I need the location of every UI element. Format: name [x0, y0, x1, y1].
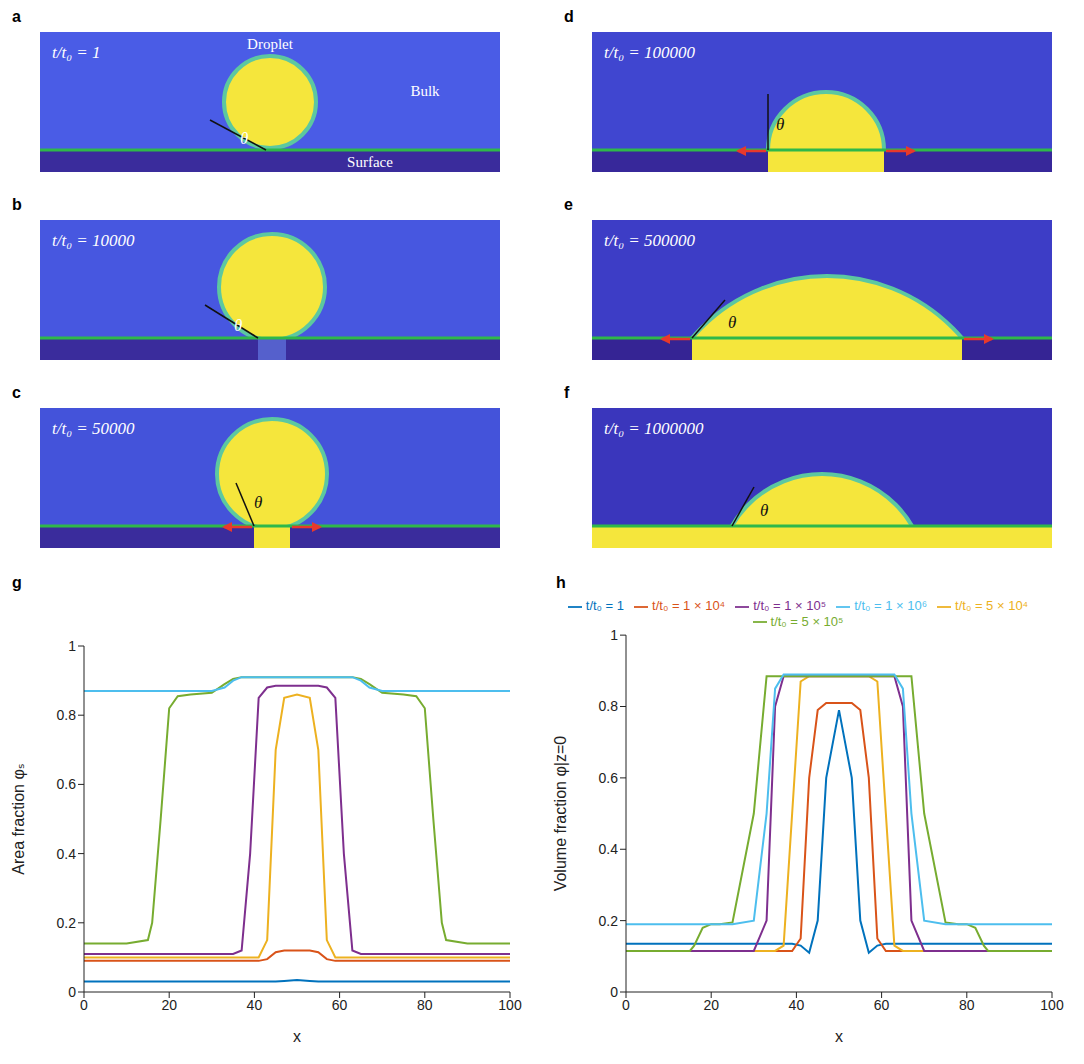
svg-text:100: 100: [498, 997, 522, 1013]
svg-text:t/t₀ = 500000: t/t₀ = 500000: [604, 231, 696, 250]
svg-text:θ: θ: [254, 493, 262, 512]
html-text:t/t₀ = 1 × 10⁵: t/t₀ = 1 × 10⁵: [753, 598, 827, 613]
svg-text:0: 0: [610, 984, 618, 1000]
svg-text:0.4: 0.4: [599, 841, 619, 857]
svg-text:Surface: Surface: [347, 154, 393, 170]
html-text:c: c: [12, 384, 21, 401]
svg-text:t/t₀ = 100000: t/t₀ = 100000: [604, 43, 696, 62]
svg-text:x: x: [835, 1028, 843, 1045]
html-text:d: d: [564, 8, 574, 25]
svg-text:40: 40: [789, 997, 805, 1013]
html-text:e: e: [564, 196, 573, 213]
svg-text:1: 1: [68, 638, 76, 654]
svg-text:θ: θ: [776, 115, 784, 134]
svg-text:0: 0: [622, 997, 630, 1013]
html-text:t/t₀ = 5 × 10⁵: t/t₀ = 5 × 10⁵: [770, 613, 844, 629]
svg-text:Area fraction φₛ: Area fraction φₛ: [10, 763, 27, 875]
svg-text:100: 100: [1040, 997, 1064, 1013]
svg-text:θ: θ: [234, 316, 242, 335]
svg-text:0.4: 0.4: [57, 846, 77, 862]
html-text:f: f: [564, 384, 570, 401]
svg-text:0.2: 0.2: [599, 913, 619, 929]
svg-text:20: 20: [161, 997, 177, 1013]
svg-text:x: x: [293, 1028, 301, 1045]
svg-text:θ: θ: [728, 313, 736, 332]
svg-text:60: 60: [874, 997, 890, 1013]
svg-text:0: 0: [80, 997, 88, 1013]
svg-text:Volume fraction φ|z=0: Volume fraction φ|z=0: [552, 736, 569, 892]
svg-text:0: 0: [68, 984, 76, 1000]
svg-text:0.6: 0.6: [57, 776, 77, 792]
html-text:b: b: [12, 196, 22, 213]
html-text:t/t₀ = 5 × 10⁴: t/t₀ = 5 × 10⁴: [955, 598, 1029, 613]
svg-text:1: 1: [610, 627, 618, 643]
svg-text:θ: θ: [240, 129, 248, 148]
svg-text:40: 40: [247, 997, 263, 1013]
html-text:t/t₀ = 1: t/t₀ = 1: [585, 598, 625, 613]
html-text:t/t₀ = 1 × 10⁶: t/t₀ = 1 × 10⁶: [854, 598, 928, 613]
html-text:a: a: [12, 8, 21, 25]
svg-text:0.2: 0.2: [57, 915, 77, 931]
svg-text:t/t₀ = 1000000: t/t₀ = 1000000: [604, 419, 704, 438]
html-text:h: h: [556, 574, 566, 591]
svg-text:0.8: 0.8: [599, 698, 619, 714]
html-text:g: g: [12, 574, 22, 591]
svg-text:t/t₀ = 1: t/t₀ = 1: [52, 43, 101, 62]
svg-text:t/t₀ = 10000: t/t₀ = 10000: [52, 231, 135, 250]
svg-text:t/t₀ = 50000: t/t₀ = 50000: [52, 419, 135, 438]
svg-text:80: 80: [959, 997, 975, 1013]
svg-text:Bulk: Bulk: [410, 83, 440, 99]
svg-text:0.8: 0.8: [57, 707, 77, 723]
svg-text:80: 80: [417, 997, 433, 1013]
html-text:t/t₀ = 1 × 10⁴: t/t₀ = 1 × 10⁴: [652, 598, 726, 613]
svg-text:0.6: 0.6: [599, 770, 619, 786]
svg-text:Droplet: Droplet: [247, 36, 294, 52]
svg-text:θ: θ: [760, 501, 768, 520]
svg-text:60: 60: [332, 997, 348, 1013]
svg-text:20: 20: [703, 997, 719, 1013]
